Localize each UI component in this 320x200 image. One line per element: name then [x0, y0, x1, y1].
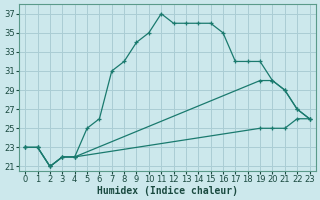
X-axis label: Humidex (Indice chaleur): Humidex (Indice chaleur)	[97, 186, 238, 196]
